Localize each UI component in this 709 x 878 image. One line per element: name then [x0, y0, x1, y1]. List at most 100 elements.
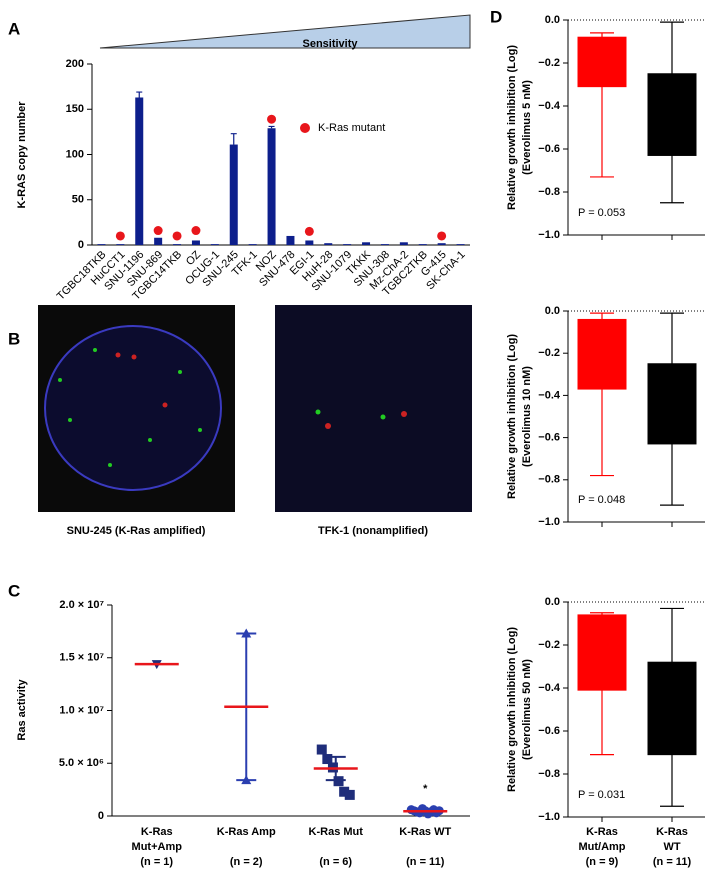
panel-label: C: [8, 581, 20, 600]
point: [344, 789, 355, 800]
mutant-marker: [172, 231, 182, 241]
y-tick-label: −1.0: [538, 516, 560, 528]
mutant-marker: [115, 231, 125, 241]
mutant-marker: [304, 226, 314, 236]
y-tick-label: 200: [66, 58, 84, 70]
y-tick-label: −1.0: [538, 229, 560, 241]
bar: [456, 244, 465, 245]
y-tick-label: 1.0 × 10⁷: [59, 704, 104, 716]
mutant-marker: [267, 114, 277, 124]
y-axis-label: Relative growth inhibition (Log): [506, 334, 518, 499]
box: [647, 363, 697, 445]
annotation: *: [423, 783, 428, 795]
y-tick-label: −0.2: [538, 57, 560, 69]
bar: [399, 242, 408, 245]
whisker: [660, 607, 684, 663]
x-tick-label: K-Ras WT: [399, 826, 451, 838]
y-tick-label: −0.6: [538, 143, 560, 155]
x-tick-label: K-Ras: [656, 826, 688, 838]
y-tick-label: 50: [72, 194, 84, 206]
y-tick-label: −1.0: [538, 811, 560, 823]
y-tick-label: −0.6: [538, 725, 560, 737]
y-tick-label: −0.2: [538, 639, 560, 651]
micrograph-2: [275, 305, 472, 512]
whisker: [590, 312, 614, 320]
caption: TFK-1 (nonamplified): [318, 525, 428, 537]
box: [647, 661, 697, 756]
box: [577, 318, 627, 390]
bar: [173, 244, 182, 245]
annotation: P = 0.031: [578, 789, 625, 801]
x-tick-label: K-Ras: [586, 826, 618, 838]
y-tick-label: −0.4: [538, 682, 561, 694]
y-tick-label: 0: [78, 239, 84, 251]
point: [316, 744, 327, 755]
caption: SNU-245 (K-Ras amplified): [67, 525, 206, 537]
y-tick-label: −0.8: [538, 186, 560, 198]
error-bar: [136, 91, 143, 98]
y-tick-label: 1.5 × 10⁷: [59, 652, 104, 664]
y-tick-label: 0.0: [545, 305, 560, 317]
error-bar: [268, 125, 275, 129]
y-axis-label: (Everolimus 10 nM): [521, 366, 533, 467]
bar: [286, 235, 295, 245]
whisker: [660, 155, 684, 204]
y-axis-label: K-RAS copy number: [16, 101, 28, 209]
panel-label: B: [8, 329, 20, 348]
mutant-marker: [191, 226, 201, 236]
point: [333, 776, 344, 787]
bar: [116, 244, 125, 245]
legend-marker: [300, 123, 310, 133]
sensitivity-triangle: [99, 14, 471, 49]
box: [577, 614, 627, 691]
y-tick-label: 0: [98, 810, 104, 822]
bar: [324, 243, 333, 245]
x-tick-label: Mut/Amp: [578, 841, 625, 853]
whisker: [590, 32, 614, 38]
y-tick-label: −0.4: [538, 389, 561, 401]
y-axis-label: (Everolimus 5 nM): [521, 80, 533, 175]
x-tick-label: WT: [663, 841, 680, 853]
y-tick-label: −0.2: [538, 347, 560, 359]
x-tick-label: K-Ras: [141, 826, 173, 838]
bar: [418, 244, 427, 245]
bar: [191, 240, 200, 245]
legend-label: K-Ras mutant: [318, 122, 385, 134]
y-tick-label: −0.6: [538, 432, 560, 444]
annotation: P = 0.053: [578, 207, 625, 219]
error-bar: [230, 133, 237, 145]
x-tick-label: (n = 6): [319, 856, 352, 868]
annotation: P = 0.048: [578, 494, 625, 506]
point: [339, 786, 350, 797]
whisker: [660, 312, 684, 364]
y-tick-label: 0.0: [545, 14, 560, 26]
y-tick-label: −0.8: [538, 474, 560, 486]
bar: [154, 237, 163, 245]
x-tick-label: (n = 1): [140, 856, 173, 868]
mutant-marker: [153, 226, 163, 236]
x-tick-label: (n = 11): [406, 856, 445, 868]
x-tick-label: (n = 9): [586, 856, 619, 868]
micrograph-1: [38, 305, 235, 512]
whisker: [660, 754, 684, 807]
y-tick-label: 2.0 × 10⁷: [59, 599, 104, 611]
y-tick-label: 100: [66, 148, 84, 160]
panel-label: A: [8, 19, 20, 38]
point: [322, 754, 333, 765]
whisker: [590, 389, 614, 477]
bar: [380, 244, 389, 245]
bar: [229, 144, 238, 245]
box: [577, 36, 627, 88]
x-tick-label: K-Ras Amp: [217, 826, 276, 838]
x-tick-label: (n = 2): [230, 856, 263, 868]
bar: [362, 242, 371, 245]
y-axis-label: Relative growth inhibition (Log): [506, 45, 518, 210]
y-tick-label: −0.8: [538, 768, 560, 780]
bar: [210, 244, 219, 245]
x-tick-label: Mut+Amp: [132, 841, 183, 853]
annotation: Sensitivity: [302, 38, 358, 50]
bar: [97, 244, 106, 245]
whisker: [590, 690, 614, 756]
bar: [343, 244, 352, 245]
